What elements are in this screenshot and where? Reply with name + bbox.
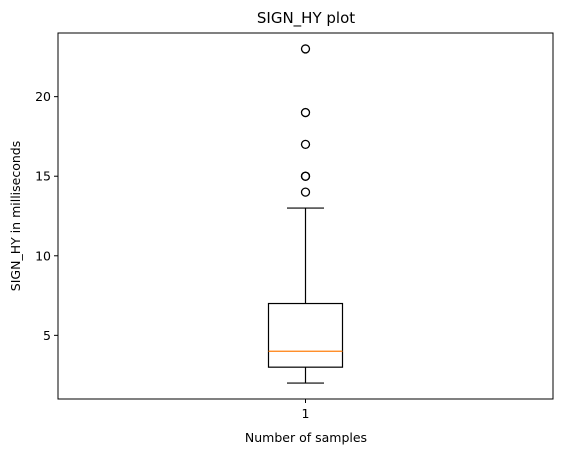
- y-axis-label: SIGN_HY in milliseconds: [8, 141, 23, 291]
- outlier-point: [300, 187, 311, 197]
- box-iqr: [267, 302, 344, 368]
- x-axis: 1: [302, 399, 310, 421]
- x-tick-label: 1: [302, 406, 310, 421]
- y-tick-label: 20: [35, 89, 51, 104]
- y-tick-label: 10: [35, 248, 51, 263]
- outlier-point: [300, 44, 311, 54]
- box-plot-series: [267, 44, 344, 384]
- outlier-point: [300, 107, 311, 118]
- y-tick-label: 5: [43, 328, 51, 343]
- y-tick-label: 15: [35, 169, 51, 184]
- y-axis: 5 10 15 20: [35, 89, 58, 343]
- x-axis-label: Number of samples: [245, 430, 367, 445]
- chart-title: SIGN_HY plot: [257, 9, 355, 28]
- outlier-point: [300, 139, 311, 150]
- outlier-point: [300, 171, 311, 181]
